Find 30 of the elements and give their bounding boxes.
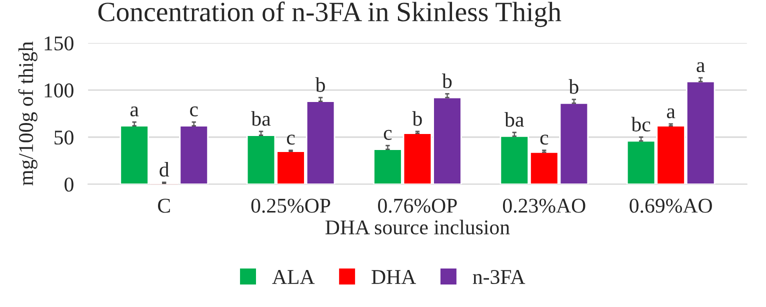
annotation: c (190, 106, 198, 116)
annotation: a (666, 108, 676, 118)
annotation: d (160, 162, 170, 177)
annotation: c (540, 134, 548, 145)
annotation: b (568, 79, 578, 94)
y-axis-title: mg/100g of thigh (18, 42, 38, 186)
x-tick-label: 0.23%AO (502, 198, 586, 213)
x-tick-label: 0.76%OP (378, 198, 457, 213)
legend-label: ALA (272, 270, 315, 284)
annotation: c (286, 134, 295, 145)
annotation: ba (504, 112, 524, 127)
legend-label: DHA (372, 270, 416, 284)
y-tick-label: 100 (44, 83, 74, 98)
annotation: b (442, 74, 452, 88)
chart-title: Concentration of n-3FA in Skinless Thigh (98, 2, 562, 28)
legend-label: n-3FA (472, 270, 526, 284)
y-tick-label: 50 (54, 130, 74, 145)
y-tick-label: 0 (64, 178, 74, 192)
annotation: b (315, 77, 325, 92)
annotation: b (412, 111, 422, 126)
y-tick-label: 150 (44, 36, 74, 50)
annotation: a (130, 106, 139, 116)
x-axis-title: DHA source inclusion (325, 220, 510, 234)
annotation: a (696, 62, 705, 72)
x-tick-label: 0.69%AO (630, 198, 712, 213)
x-tick-label: 0.25%OP (251, 198, 330, 213)
x-tick-label: C (158, 198, 170, 213)
annotation: c (384, 130, 392, 140)
annotation: bc (631, 116, 650, 132)
annotation: ba (251, 111, 271, 126)
